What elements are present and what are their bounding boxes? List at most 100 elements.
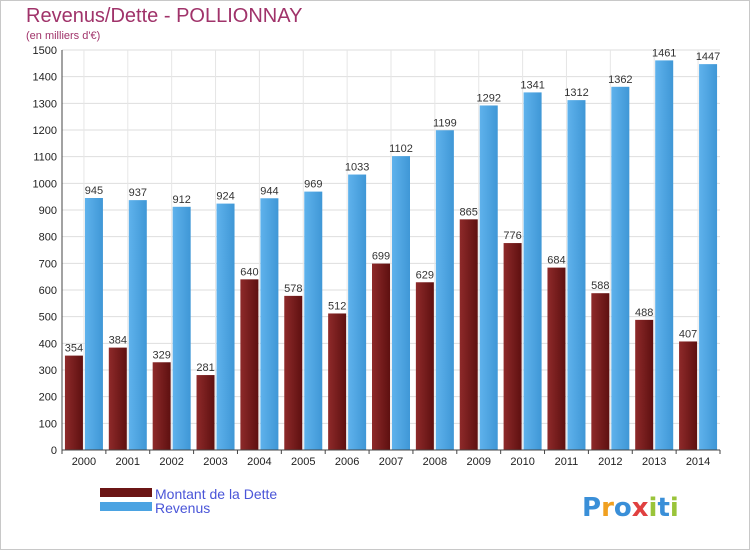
bar-revenus <box>172 206 191 450</box>
data-label-dette: 588 <box>591 280 609 292</box>
legend-swatch-dette <box>100 488 152 497</box>
y-tick-label: 1000 <box>33 178 57 190</box>
bar-revenus <box>611 86 630 451</box>
bar-revenus <box>216 203 235 450</box>
x-tick-label: 2012 <box>598 456 622 468</box>
bar-dette <box>240 279 259 450</box>
x-tick-label: 2001 <box>116 456 140 468</box>
data-label-dette: 865 <box>460 206 478 218</box>
logo-text: Proxiti <box>582 493 679 523</box>
y-tick-label: 1300 <box>33 98 57 110</box>
data-label-revenus: 937 <box>129 187 147 199</box>
x-tick-label: 2005 <box>291 456 315 468</box>
x-tick-label: 2000 <box>72 456 96 468</box>
bar-dette <box>108 347 127 450</box>
data-label-revenus: 945 <box>85 185 103 197</box>
bar-revenus <box>260 198 279 450</box>
data-label-dette: 329 <box>152 349 170 361</box>
data-label-dette: 776 <box>503 230 521 242</box>
x-tick-label: 2002 <box>159 456 183 468</box>
y-tick-label: 400 <box>39 338 57 350</box>
data-label-revenus: 969 <box>304 179 322 191</box>
bar-dette <box>679 341 698 450</box>
data-label-revenus: 1292 <box>476 92 500 104</box>
x-tick-label: 2014 <box>686 456 710 468</box>
bar-revenus <box>523 92 542 451</box>
data-label-revenus: 1312 <box>564 87 588 99</box>
x-tick-label: 2011 <box>555 456 579 468</box>
y-tick-label: 600 <box>39 285 57 297</box>
x-tick-label: 2013 <box>642 456 666 468</box>
y-tick-label: 500 <box>39 312 57 324</box>
data-label-revenus: 1341 <box>520 79 544 91</box>
bar-dette <box>459 219 478 450</box>
bar-dette <box>64 355 83 450</box>
proxiti-logo: Proxiti <box>582 493 679 523</box>
bar-revenus <box>479 105 498 450</box>
data-label-revenus: 912 <box>172 194 190 206</box>
x-tick-label: 2004 <box>247 456 271 468</box>
bar-dette <box>635 319 654 450</box>
logo-letter: r <box>601 493 614 523</box>
bar-revenus <box>128 200 147 450</box>
bar-revenus <box>655 60 674 451</box>
data-label-dette: 354 <box>65 343 83 355</box>
bar-dette <box>415 282 434 450</box>
bar-revenus <box>699 64 718 450</box>
bar-dette <box>328 313 347 450</box>
y-tick-label: 700 <box>39 258 57 270</box>
logo-letter: i <box>649 493 658 523</box>
y-tick-label: 200 <box>39 392 57 404</box>
y-tick-label: 100 <box>39 418 57 430</box>
data-label-revenus: 1199 <box>433 117 457 129</box>
legend-label-dette: Montant de la Dette <box>155 486 277 502</box>
data-label-dette: 488 <box>635 307 653 319</box>
y-tick-label: 1200 <box>33 125 57 137</box>
bar-dette <box>591 293 610 450</box>
data-label-dette: 629 <box>416 269 434 281</box>
data-label-dette: 699 <box>372 251 390 263</box>
logo-letter: t <box>657 493 669 523</box>
y-tick-label: 1400 <box>33 72 57 84</box>
bar-revenus <box>84 198 103 450</box>
bar-revenus <box>304 191 323 450</box>
y-tick-label: 300 <box>39 365 57 377</box>
y-tick-label: 1100 <box>33 152 57 164</box>
bar-dette <box>284 295 303 450</box>
bar-revenus <box>435 130 454 450</box>
data-label-dette: 384 <box>109 335 127 347</box>
bar-dette <box>547 267 566 450</box>
data-label-revenus: 1033 <box>345 162 369 174</box>
data-label-dette: 512 <box>328 300 346 312</box>
x-tick-label: 2007 <box>379 456 403 468</box>
x-tick-label: 2003 <box>203 456 227 468</box>
logo-letter: P <box>582 493 601 523</box>
data-label-dette: 640 <box>240 266 258 278</box>
bar-revenus <box>567 100 586 450</box>
legend: Montant de la Dette Revenus <box>100 486 277 516</box>
logo-letter: x <box>632 493 649 523</box>
data-label-revenus: 1447 <box>696 51 720 63</box>
legend-swatch-revenus <box>100 502 152 511</box>
data-label-dette: 281 <box>196 362 214 374</box>
bar-dette <box>503 243 522 450</box>
logo-letter: i <box>670 493 679 523</box>
x-tick-label: 2010 <box>510 456 534 468</box>
x-tick-label: 2006 <box>335 456 359 468</box>
y-tick-label: 900 <box>39 205 57 217</box>
bar-revenus <box>392 156 410 450</box>
data-label-revenus: 1102 <box>389 143 413 155</box>
data-label-revenus: 944 <box>260 185 278 197</box>
data-label-revenus: 924 <box>216 191 234 203</box>
y-tick-label: 1500 <box>33 45 57 57</box>
x-tick-label: 2008 <box>423 456 447 468</box>
chart-title: Revenus/Dette - POLLIONNAY <box>26 5 302 27</box>
logo-letter: o <box>614 493 632 523</box>
data-label-dette: 407 <box>679 328 697 340</box>
x-tick-label: 2009 <box>466 456 490 468</box>
legend-label-revenus: Revenus <box>155 500 210 516</box>
data-label-dette: 684 <box>547 255 565 267</box>
bar-dette <box>372 263 390 450</box>
axes: 0 100 200 300 400 500 600 700 800 900 1000 1100 1200… <box>33 45 721 468</box>
